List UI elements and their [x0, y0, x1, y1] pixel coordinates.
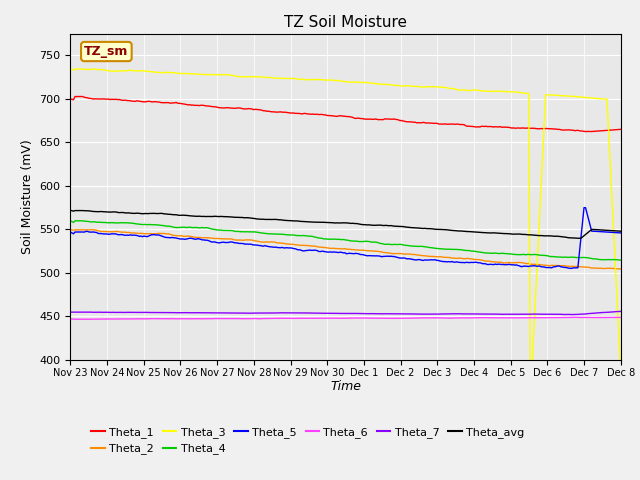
Text: TZ_sm: TZ_sm [84, 45, 129, 58]
Y-axis label: Soil Moisture (mV): Soil Moisture (mV) [21, 139, 34, 254]
X-axis label: Time: Time [330, 381, 361, 394]
Title: TZ Soil Moisture: TZ Soil Moisture [284, 15, 407, 30]
Legend: Theta_1, Theta_2, Theta_3, Theta_4, Theta_5, Theta_6, Theta_7, Theta_avg: Theta_1, Theta_2, Theta_3, Theta_4, Thet… [87, 422, 529, 459]
